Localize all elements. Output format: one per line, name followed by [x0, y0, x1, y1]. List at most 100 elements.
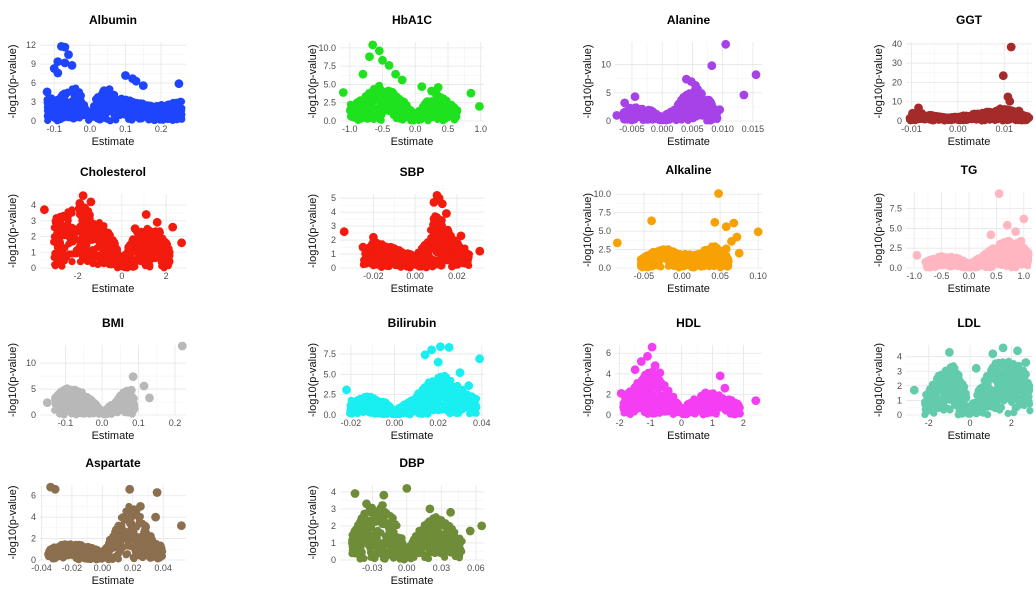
cloud-point [419, 107, 428, 115]
x-tick-label: 0.0 [409, 124, 422, 134]
x-axis-label: Estimate [391, 136, 434, 148]
y-tick-label: 4 [331, 207, 336, 217]
data-point [168, 222, 178, 232]
data-point [707, 61, 717, 71]
cloud-point [676, 263, 684, 271]
panel-ggt: -0.010.000.010.0010203040GGTEstimate-log… [873, 13, 1034, 148]
cloud-point [708, 248, 716, 256]
cloud-point [348, 108, 356, 116]
data-point [177, 238, 187, 248]
cloud-point [378, 96, 386, 104]
data-point [131, 76, 141, 86]
data-point [64, 50, 73, 59]
x-tick-label: -0.02 [363, 271, 384, 281]
cloud-point [396, 254, 404, 262]
y-tick-label: 0.0 [598, 263, 611, 273]
data-point [986, 230, 996, 240]
data-point [67, 61, 77, 70]
x-tick-label: 2 [164, 271, 169, 281]
data-point [721, 222, 731, 232]
cloud-point [445, 113, 453, 122]
cloud-point [648, 249, 657, 257]
cloud-point [89, 112, 97, 120]
cloud-point [969, 110, 977, 118]
y-axis-label: -log10(p-value) [7, 194, 19, 268]
x-tick-label: -0.5 [375, 124, 391, 134]
cloud-point [56, 108, 64, 116]
cloud-point [56, 410, 64, 418]
cloud-point [153, 239, 161, 247]
cloud-point [161, 104, 169, 112]
cloud-point [443, 248, 451, 256]
data-point [1002, 220, 1012, 230]
y-tick-label: 2.5 [323, 98, 336, 108]
cloud-point [448, 262, 456, 270]
cloud-point [58, 403, 66, 411]
panel-sbp: -0.02 0.00 0.02012345SBPEstimate-log10(p-v… [307, 165, 485, 295]
cloud-point [75, 114, 83, 122]
y-tick-label: 0.0 [323, 116, 336, 126]
y-tick-label: 5 [331, 193, 336, 203]
y-tick-label: 30 [892, 58, 902, 68]
y-axis-label: -log10(p-value) [873, 193, 885, 267]
panel-title: Cholesterol [80, 165, 146, 179]
cloud-point [659, 253, 667, 261]
data-point [436, 216, 446, 225]
data-point [753, 227, 763, 237]
y-tick-label: 5 [606, 88, 611, 98]
data-point [697, 89, 706, 99]
cloud-point [101, 253, 110, 261]
cloud-point [951, 255, 959, 263]
data-point [630, 92, 640, 102]
data-point [152, 217, 162, 227]
cloud-point [83, 257, 92, 266]
cloud-point [74, 90, 82, 98]
data-point [912, 250, 922, 260]
cloud-point [685, 98, 693, 106]
cloud-point [647, 255, 655, 263]
y-tick-label: 10 [892, 97, 902, 107]
cloud-point [725, 261, 733, 269]
x-tick-label: -0.01 [901, 124, 922, 134]
x-tick-label: 0.02 [448, 271, 466, 281]
cloud-point [113, 98, 121, 106]
data-point [174, 79, 184, 89]
cloud-point [358, 109, 366, 117]
data-point [1019, 214, 1029, 224]
cloud-point [461, 249, 469, 257]
cloud-point [995, 260, 1003, 268]
y-tick-label: 10.0 [593, 189, 611, 199]
y-tick-label: 10 [601, 60, 611, 70]
x-tick-label: 0.000 [651, 124, 674, 134]
cloud-point [703, 96, 712, 104]
data-point [475, 102, 484, 111]
cloud-point [944, 261, 952, 269]
cloud-point [699, 253, 707, 261]
cloud-point [694, 97, 702, 105]
cloud-point [72, 246, 80, 254]
cloud-point [97, 109, 105, 117]
panel-albumin: -0.1 0.0 0.1 0.2036912AlbuminEstimate-log10… [7, 13, 186, 148]
x-tick-label: 0.1 [119, 124, 132, 134]
data-point [121, 71, 130, 80]
cloud-point [62, 90, 70, 99]
data-point [1020, 111, 1030, 121]
x-tick-label: 0.5 [442, 124, 455, 134]
cloud-point [402, 100, 410, 108]
cloud-point [171, 112, 179, 120]
x-tick-label: 0.00 [949, 124, 967, 134]
cloud-point [723, 253, 731, 261]
panel-bmi: -0.1 0.0 0.1 0.20510BMIEstimate-log10(p-val… [7, 316, 187, 442]
y-axis-label: -log10(p-value) [7, 45, 19, 119]
data-point [437, 199, 447, 209]
y-tick-label: 2.5 [598, 245, 611, 255]
cloud-point [651, 111, 659, 119]
cloud-point [159, 234, 167, 242]
data-point [358, 242, 368, 252]
data-point [647, 216, 656, 226]
data-point [715, 105, 725, 115]
y-axis-label: -log10(p-value) [582, 193, 594, 267]
cloud-point [72, 84, 80, 92]
cloud-point [143, 114, 151, 122]
data-point [1005, 96, 1015, 106]
